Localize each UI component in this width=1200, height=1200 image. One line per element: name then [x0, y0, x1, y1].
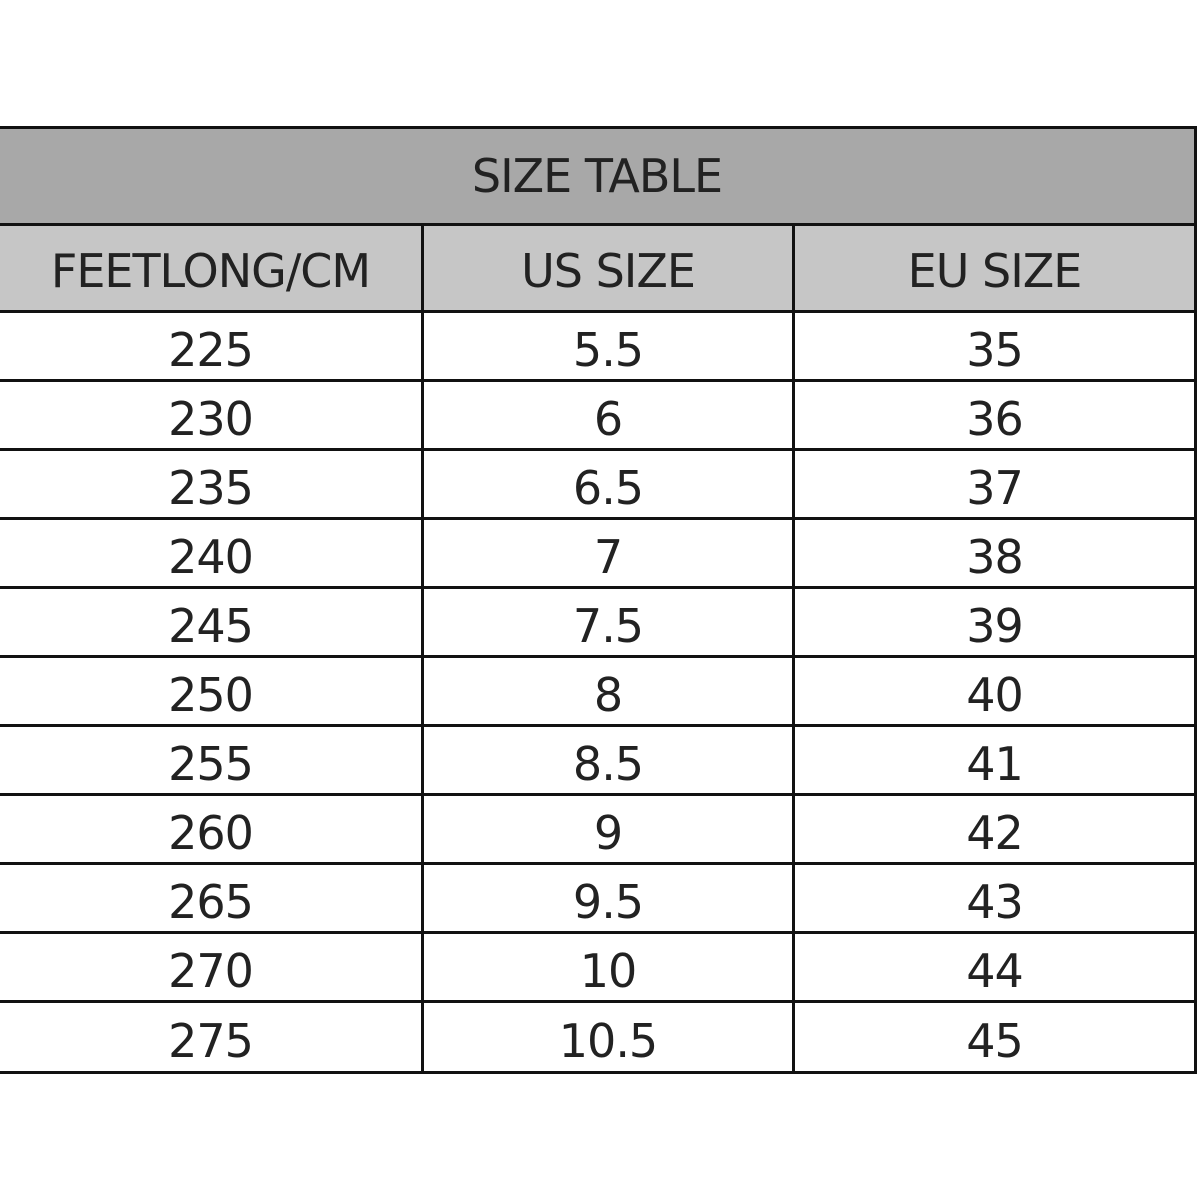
- cell-us-size: 10.5: [424, 1003, 795, 1071]
- header-us-size: US SIZE: [424, 226, 795, 310]
- table-row: 250 8 40: [0, 658, 1194, 727]
- table-row: 240 7 38: [0, 520, 1194, 589]
- cell-eu-size: 39: [966, 599, 1024, 653]
- table-row: 265 9.5 43: [0, 865, 1194, 934]
- size-table: SIZE TABLE FEETLONG/CM US SIZE EU SIZE 2…: [0, 126, 1197, 1074]
- cell-feetlong: 255: [0, 727, 424, 793]
- table-row: 255 8.5 41: [0, 727, 1194, 796]
- table-row: 270 10 44: [0, 934, 1194, 1003]
- cell-us-size: 8: [424, 658, 795, 724]
- cell-eu-size: 35: [966, 323, 1024, 377]
- cell-feetlong: 250: [0, 658, 424, 724]
- cell-eu-size: 38: [966, 530, 1024, 584]
- cell-eu-size: 44: [966, 944, 1024, 998]
- table-row: 275 10.5 45: [0, 1003, 1194, 1071]
- header-feetlong: FEETLONG/CM: [0, 226, 424, 310]
- cell-feetlong: 265: [0, 865, 424, 931]
- cell-feetlong: 235: [0, 451, 424, 517]
- cell-us-size: 9.5: [424, 865, 795, 931]
- table-row: 225 5.5 35: [0, 313, 1194, 382]
- table-row: 260 9 42: [0, 796, 1194, 865]
- header-row: FEETLONG/CM US SIZE EU SIZE: [0, 226, 1194, 313]
- cell-eu-size: 45: [966, 1014, 1024, 1068]
- cell-feetlong: 240: [0, 520, 424, 586]
- table-row: 230 6 36: [0, 382, 1194, 451]
- cell-us-size: 6: [424, 382, 795, 448]
- cell-feetlong: 225: [0, 313, 424, 379]
- cell-feetlong: 230: [0, 382, 424, 448]
- cell-feetlong: 270: [0, 934, 424, 1000]
- table-title: SIZE TABLE: [0, 129, 1194, 226]
- cell-us-size: 5.5: [424, 313, 795, 379]
- cell-feetlong: 245: [0, 589, 424, 655]
- cell-eu-size: 37: [966, 461, 1024, 515]
- cell-eu-size: 40: [966, 668, 1024, 722]
- header-eu-size: EU SIZE: [795, 226, 1194, 310]
- cell-us-size: 9: [424, 796, 795, 862]
- cell-feetlong: 275: [0, 1003, 424, 1071]
- cell-eu-size: 41: [966, 737, 1024, 791]
- table-row: 245 7.5 39: [0, 589, 1194, 658]
- cell-us-size: 7: [424, 520, 795, 586]
- cell-eu-size: 42: [966, 806, 1024, 860]
- cell-us-size: 7.5: [424, 589, 795, 655]
- cell-eu-size: 36: [966, 392, 1024, 446]
- cell-eu-size: 43: [966, 875, 1024, 929]
- cell-us-size: 10: [424, 934, 795, 1000]
- cell-us-size: 8.5: [424, 727, 795, 793]
- cell-us-size: 6.5: [424, 451, 795, 517]
- cell-feetlong: 260: [0, 796, 424, 862]
- table-row: 235 6.5 37: [0, 451, 1194, 520]
